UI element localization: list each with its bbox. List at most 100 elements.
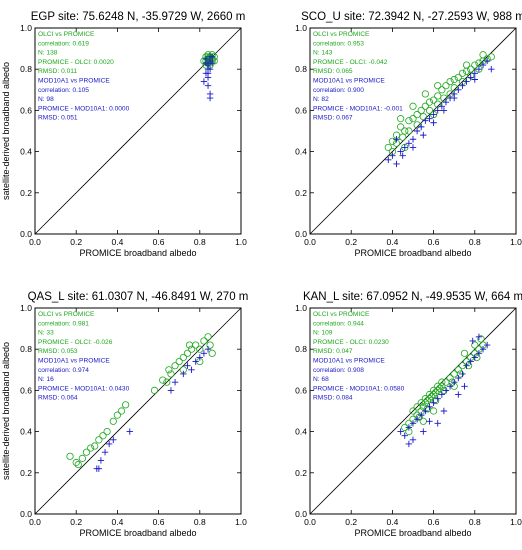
data-point-circle: [185, 341, 194, 349]
data-point-plus: [409, 144, 417, 151]
y-tick-label: 0.2: [295, 468, 307, 478]
y-axis-label: satellite-derived broadband albedo: [1, 62, 11, 200]
data-point-circle: [462, 61, 471, 69]
data-point-circle: [66, 452, 74, 460]
data-point-circle: [487, 53, 495, 61]
data-point-circle: [405, 117, 413, 125]
data-point-plus: [192, 358, 199, 365]
data-point-plus: [385, 156, 392, 164]
chart-title: QAS_L site: 61.0307 N, -46.8491 W, 270 m: [28, 291, 249, 303]
data-point-circle: [384, 143, 392, 152]
stat-mod10a1-line: RMSD: 0.067: [313, 115, 353, 122]
stat-olci-line: PROMICE - OLCI: -0.042: [313, 59, 388, 66]
y-tick-label: 0.4: [295, 427, 307, 437]
plot-frame: [34, 307, 242, 515]
data-point-plus: [405, 140, 413, 147]
data-point-circle: [91, 442, 99, 450]
y-tick-label: 0.0: [20, 229, 32, 239]
data-point-plus: [420, 428, 427, 435]
x-axis-label: PROMICE broadband albedo: [354, 528, 471, 538]
y-tick-label: 0.6: [20, 385, 32, 395]
x-tick-label: 0.6: [428, 237, 440, 247]
data-point-plus: [471, 354, 478, 361]
stat-olci-line: PROMICE - OLCI: 0.0230: [313, 339, 389, 346]
chart-title: KAN_L site: 67.0952 N, -49.9535 W, 664 m: [303, 291, 522, 303]
data-point-plus: [434, 107, 441, 114]
stat-mod10a1-line: correlation: 0.900: [313, 87, 364, 94]
data-point-circle: [122, 401, 130, 409]
stat-mod10a1-line: N: 98: [38, 96, 54, 103]
data-point-circle: [462, 67, 471, 75]
stat-olci-line: OLCI vs PROMICE: [313, 31, 370, 38]
data-point-plus: [95, 465, 103, 472]
x-tick-label: 0.0: [29, 237, 41, 247]
data-point-plus: [418, 123, 425, 131]
y-tick-label: 0.0: [295, 509, 307, 519]
y-tick-label: 0.2: [295, 188, 307, 198]
data-point-circle: [423, 405, 432, 413]
data-point-plus: [105, 440, 113, 448]
data-point-circle: [74, 460, 82, 469]
chart-panel-1: 0.0 0.2 0.4 0.6 0.8 1.00.00.20.40.60.81.0EGP …: [1, 11, 247, 258]
stat-mod10a1-line: correlation: 0.974: [38, 367, 89, 374]
data-point-plus: [420, 131, 427, 139]
data-point-plus: [471, 70, 478, 77]
data-point-plus: [184, 362, 191, 369]
plot-frame: [309, 307, 517, 515]
data-point-circle: [419, 112, 427, 121]
data-point-plus: [455, 391, 462, 398]
stat-mod10a1-line: RMSD: 0.051: [38, 115, 78, 122]
data-point-plus: [389, 152, 396, 159]
data-point-circle: [429, 390, 438, 399]
y-tick-label: 1.0: [20, 23, 32, 33]
data-point-circle: [477, 335, 485, 343]
series-mod10a1: [93, 346, 212, 472]
stat-olci-line: correlation: 0.981: [38, 320, 89, 327]
data-point-circle: [99, 432, 107, 440]
x-tick-label: 0.0: [304, 237, 316, 247]
x-axis-label: PROMICE broadband albedo: [354, 248, 471, 258]
series-olci: [66, 333, 216, 469]
stat-olci-line: correlation: 0.619: [38, 40, 89, 47]
data-point-circle: [109, 417, 117, 425]
data-point-plus: [451, 94, 458, 102]
data-point-plus: [409, 420, 417, 427]
data-point-plus: [434, 395, 441, 402]
data-point-circle: [434, 82, 442, 90]
data-point-plus: [397, 428, 404, 435]
y-tick-label: 0.0: [20, 509, 32, 519]
data-point-circle: [417, 106, 425, 115]
data-point-circle: [471, 341, 479, 349]
data-point-circle: [82, 448, 91, 456]
series-mod10a1: [385, 57, 495, 168]
data-point-circle: [429, 96, 438, 104]
data-point-plus: [200, 78, 208, 85]
x-tick-label: 0.4: [111, 237, 123, 247]
data-point-circle: [208, 349, 216, 357]
data-point-circle: [427, 392, 436, 401]
x-tick-label: 0.2: [70, 237, 82, 247]
y-tick-label: 0.6: [295, 385, 307, 395]
data-point-plus: [206, 94, 214, 102]
data-point-plus: [459, 370, 466, 378]
data-point-plus: [483, 57, 491, 65]
stat-olci-line: PROMICE - OLCI: -0.026: [38, 339, 113, 346]
data-point-circle: [113, 411, 122, 419]
stat-mod10a1-line: correlation: 0.105: [38, 87, 89, 94]
y-tick-label: 0.0: [295, 229, 307, 239]
data-point-plus: [446, 383, 454, 390]
data-point-plus: [469, 337, 476, 345]
data-point-circle: [425, 98, 434, 106]
x-tick-label: 0.8: [194, 237, 206, 247]
x-tick-label: 0.8: [194, 517, 206, 527]
data-point-circle: [150, 386, 159, 394]
data-point-plus: [405, 440, 413, 448]
data-point-plus: [430, 111, 437, 118]
data-point-plus: [483, 341, 491, 349]
x-tick-label: 1.0: [235, 237, 247, 247]
data-point-plus: [438, 391, 446, 398]
y-tick-label: 0.8: [20, 344, 32, 354]
data-point-circle: [405, 127, 413, 135]
y-tick-label: 1.0: [20, 303, 32, 313]
